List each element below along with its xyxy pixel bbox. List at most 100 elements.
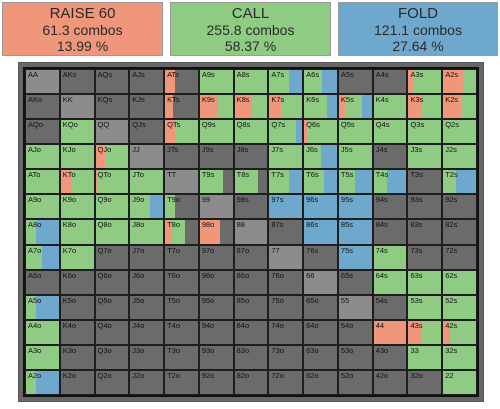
hand-cell-a5s[interactable]: A5s (337, 69, 373, 95)
hand-cell-53o[interactable]: 53o (337, 344, 373, 370)
hand-cell-82o[interactable]: 82o (233, 369, 269, 395)
hand-cell-99[interactable]: 99 (198, 194, 234, 220)
hand-cell-44[interactable]: 44 (372, 319, 408, 345)
hand-cell-55[interactable]: 55 (337, 294, 373, 320)
hand-cell-k3o[interactable]: K3o (59, 344, 95, 370)
hand-cell-a4s[interactable]: A4s (372, 69, 408, 95)
hand-cell-q9o[interactable]: Q9o (94, 194, 130, 220)
hand-cell-82s[interactable]: 82s (442, 219, 477, 245)
hand-cell-85o[interactable]: 85o (233, 294, 269, 320)
hand-cell-t7s[interactable]: T7s (268, 169, 304, 195)
hand-cell-k4s[interactable]: K4s (372, 94, 408, 120)
hand-cell-52s[interactable]: 52s (442, 294, 477, 320)
hand-cell-t3s[interactable]: T3s (407, 169, 443, 195)
hand-cell-65s[interactable]: 65s (337, 269, 373, 295)
hand-cell-k5s[interactable]: K5s (337, 94, 373, 120)
hand-cell-j7s[interactable]: J7s (268, 144, 304, 170)
hand-cell-22[interactable]: 22 (442, 369, 477, 395)
hand-cell-63o[interactable]: 63o (303, 344, 338, 370)
hand-cell-j2s[interactable]: J2s (442, 144, 477, 170)
hand-cell-93s[interactable]: 93s (407, 194, 443, 220)
hand-cell-aqo[interactable]: AQo (25, 119, 60, 145)
hand-cell-q5s[interactable]: Q5s (337, 119, 373, 145)
hand-cell-j3o[interactable]: J3o (129, 344, 165, 370)
hand-cell-92o[interactable]: 92o (198, 369, 234, 395)
hand-cell-75o[interactable]: 75o (268, 294, 304, 320)
hand-cell-tt[interactable]: TT (164, 169, 199, 195)
hand-cell-64o[interactable]: 64o (303, 319, 338, 345)
hand-cell-73s[interactable]: 73s (407, 244, 443, 270)
hand-cell-a7s[interactable]: A7s (268, 69, 304, 95)
hand-cell-kjs[interactable]: KJs (129, 94, 165, 120)
hand-cell-95s[interactable]: 95s (337, 194, 373, 220)
hand-cell-93o[interactable]: 93o (198, 344, 234, 370)
hand-cell-k5o[interactable]: K5o (59, 294, 95, 320)
hand-cell-t8s[interactable]: T8s (233, 169, 269, 195)
hand-cell-t6o[interactable]: T6o (164, 269, 199, 295)
hand-cell-j5s[interactable]: J5s (337, 144, 373, 170)
hand-cell-a4o[interactable]: A4o (25, 319, 60, 345)
hand-cell-72s[interactable]: 72s (442, 244, 477, 270)
hand-cell-a2o[interactable]: A2o (25, 369, 60, 395)
hand-cell-86s[interactable]: 86s (303, 219, 338, 245)
hand-cell-kjo[interactable]: KJo (59, 144, 95, 170)
hand-cell-65o[interactable]: 65o (303, 294, 338, 320)
hand-cell-ats[interactable]: ATs (164, 69, 199, 95)
hand-cell-q4o[interactable]: Q4o (94, 319, 130, 345)
hand-cell-kqs[interactable]: KQs (94, 94, 130, 120)
hand-cell-33[interactable]: 33 (407, 344, 443, 370)
hand-cell-t9s[interactable]: T9s (198, 169, 234, 195)
hand-cell-t4o[interactable]: T4o (164, 319, 199, 345)
hand-cell-84s[interactable]: 84s (372, 219, 408, 245)
hand-cell-ako[interactable]: AKo (25, 94, 60, 120)
hand-cell-q2s[interactable]: Q2s (442, 119, 477, 145)
hand-cell-ajs[interactable]: AJs (129, 69, 165, 95)
hand-cell-a2s[interactable]: A2s (442, 69, 477, 95)
hand-cell-96o[interactable]: 96o (198, 269, 234, 295)
hand-cell-k9o[interactable]: K9o (59, 194, 95, 220)
hand-cell-jj[interactable]: JJ (129, 144, 165, 170)
hand-cell-73o[interactable]: 73o (268, 344, 304, 370)
hand-cell-k3s[interactable]: K3s (407, 94, 443, 120)
hand-cell-52o[interactable]: 52o (337, 369, 373, 395)
hand-cell-a6s[interactable]: A6s (303, 69, 338, 95)
hand-cell-a3o[interactable]: A3o (25, 344, 60, 370)
hand-cell-62s[interactable]: 62s (442, 269, 477, 295)
hand-cell-a8s[interactable]: A8s (233, 69, 269, 95)
hand-cell-j5o[interactable]: J5o (129, 294, 165, 320)
hand-cell-t7o[interactable]: T7o (164, 244, 199, 270)
hand-cell-t5s[interactable]: T5s (337, 169, 373, 195)
hand-cell-a9o[interactable]: A9o (25, 194, 60, 220)
hand-cell-63s[interactable]: 63s (407, 269, 443, 295)
hand-cell-t9o[interactable]: T9o (164, 194, 199, 220)
hand-cell-j7o[interactable]: J7o (129, 244, 165, 270)
hand-cell-ajo[interactable]: AJo (25, 144, 60, 170)
hand-cell-54o[interactable]: 54o (337, 319, 373, 345)
hand-cell-q7o[interactable]: Q7o (94, 244, 130, 270)
hand-cell-q7s[interactable]: Q7s (268, 119, 304, 145)
hand-cell-jto[interactable]: JTo (129, 169, 165, 195)
hand-cell-q9s[interactable]: Q9s (198, 119, 234, 145)
hand-cell-jts[interactable]: JTs (164, 144, 199, 170)
hand-cell-q6o[interactable]: Q6o (94, 269, 130, 295)
hand-cell-43s[interactable]: 43s (407, 319, 443, 345)
hand-cell-66[interactable]: 66 (303, 269, 338, 295)
hand-cell-t4s[interactable]: T4s (372, 169, 408, 195)
hand-cell-k2s[interactable]: K2s (442, 94, 477, 120)
hand-cell-43o[interactable]: 43o (372, 344, 408, 370)
hand-cell-a5o[interactable]: A5o (25, 294, 60, 320)
hand-cell-74o[interactable]: 74o (268, 319, 304, 345)
hand-cell-aa[interactable]: AA (25, 69, 60, 95)
hand-cell-q2o[interactable]: Q2o (94, 369, 130, 395)
hand-cell-j8o[interactable]: J8o (129, 219, 165, 245)
hand-cell-54s[interactable]: 54s (372, 294, 408, 320)
hand-cell-j9s[interactable]: J9s (198, 144, 234, 170)
hand-cell-q5o[interactable]: Q5o (94, 294, 130, 320)
hand-cell-a3s[interactable]: A3s (407, 69, 443, 95)
hand-cell-85s[interactable]: 85s (337, 219, 373, 245)
hand-cell-a7o[interactable]: A7o (25, 244, 60, 270)
hand-cell-k6s[interactable]: K6s (303, 94, 338, 120)
hand-cell-87o[interactable]: 87o (233, 244, 269, 270)
hand-cell-q8s[interactable]: Q8s (233, 119, 269, 145)
hand-cell-32s[interactable]: 32s (442, 344, 477, 370)
